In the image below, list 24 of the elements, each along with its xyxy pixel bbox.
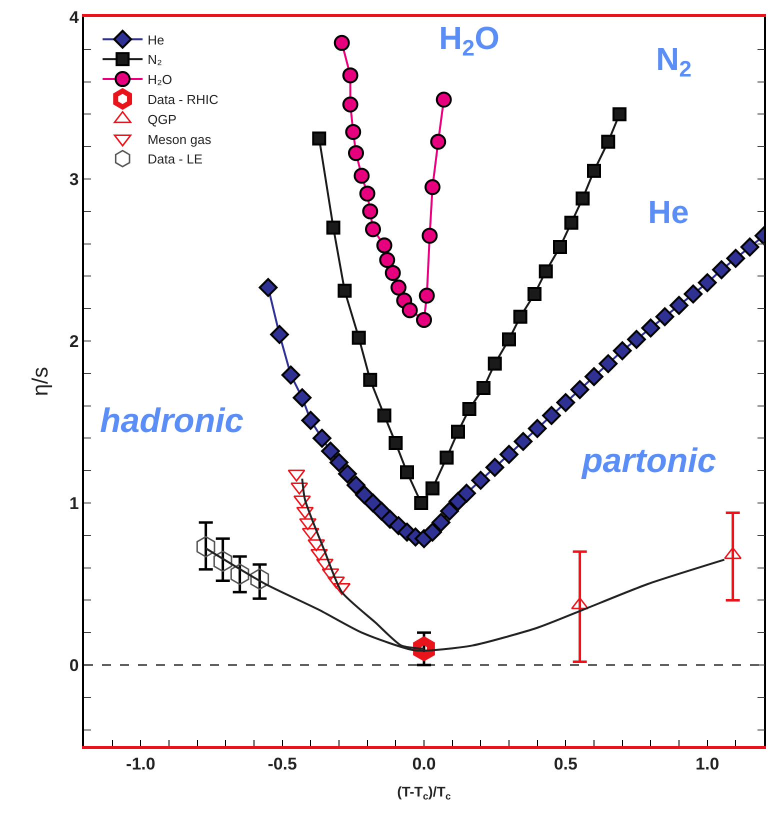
legend-label: Data - LE — [148, 152, 203, 167]
annotation: partonic — [581, 442, 716, 480]
x-tick-label: -0.5 — [268, 754, 297, 774]
x-tick-label: 0.0 — [412, 754, 436, 774]
legend-label: QGP — [148, 112, 177, 127]
legend-label: He — [148, 32, 164, 48]
y-tick-label: 0 — [69, 656, 79, 675]
annotation: N$_{2}$ — [656, 41, 692, 82]
y-axis-title: η/s — [28, 366, 53, 396]
annotation: H$_{2}$O — [439, 20, 500, 61]
x-tick-label: -1.0 — [126, 754, 156, 774]
legend-label: Meson gas — [148, 132, 212, 147]
x-axis-title: (T-T$_{c}$)/T$_{c}$ — [397, 784, 452, 803]
x-tick-label: 0.5 — [554, 754, 578, 774]
annotation: He — [648, 194, 689, 230]
annotation: hadronic — [100, 402, 244, 440]
y-tick-label: 3 — [69, 170, 79, 189]
legend-label: N₂ — [148, 52, 162, 68]
y-tick-label: 1 — [69, 494, 79, 513]
legend-label: Data - RHIC — [148, 92, 218, 108]
y-tick-label: 2 — [69, 332, 79, 351]
legend-label: H₂O — [148, 72, 172, 88]
x-tick-label: 1.0 — [696, 754, 720, 774]
y-tick-label: 4 — [69, 8, 80, 27]
